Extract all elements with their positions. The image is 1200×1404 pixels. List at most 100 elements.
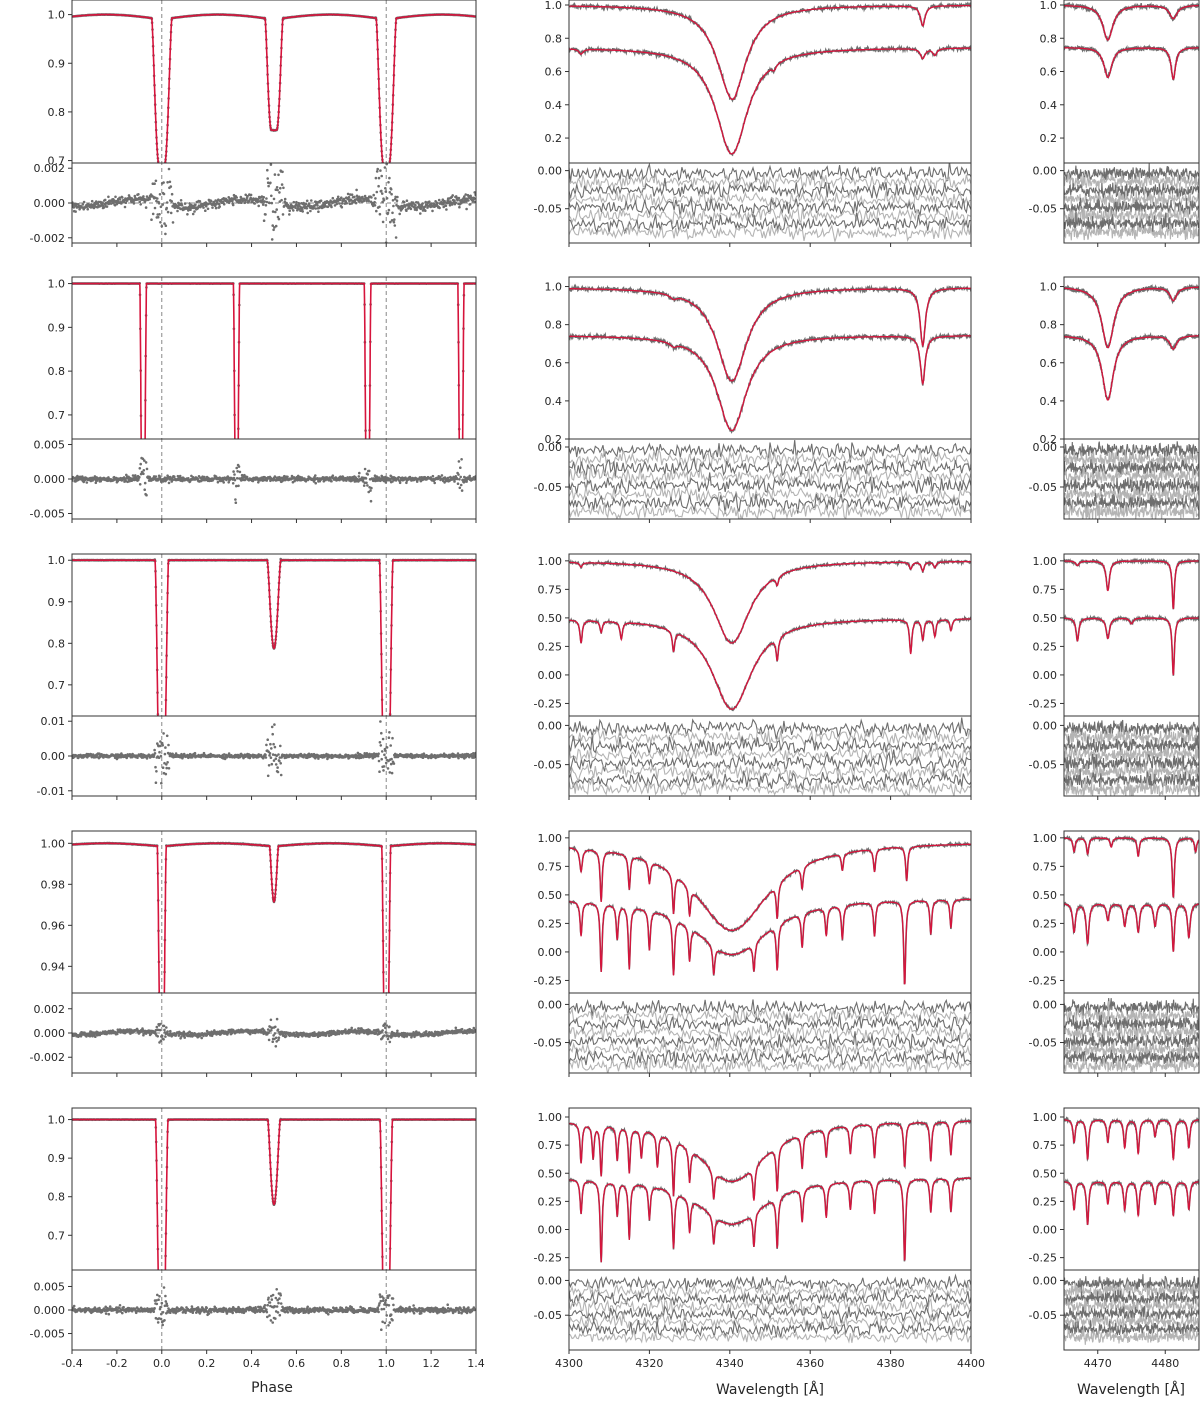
residual-trace <box>1064 1001 1199 1026</box>
residual-trace <box>569 1005 971 1025</box>
residual-trace <box>569 749 971 773</box>
model-spectrum-1 <box>1064 837 1199 898</box>
residual-trace <box>1064 1281 1199 1300</box>
spectrum-he-residual-area <box>1064 163 1199 241</box>
residual-y-tick-label: 0.00 <box>538 719 563 732</box>
spectrum-h-gamma-axes-frame <box>568 553 972 717</box>
residual-trace <box>1064 728 1199 747</box>
residual-y-tick-label: 0.000 <box>34 197 66 210</box>
spectrum-h-gamma-plot-area <box>569 283 971 434</box>
spectrum-y-tick-label: -0.25 <box>1029 1252 1057 1265</box>
flux-y-tick-label: 0.8 <box>48 1191 66 1204</box>
residual-trace <box>569 1327 971 1344</box>
spectrum-y-tick-label: 0.4 <box>545 395 563 408</box>
residual-y-tick-label: -0.05 <box>534 481 562 494</box>
residual-trace <box>569 1024 971 1045</box>
residual-y-tick-label: 0.000 <box>34 1027 66 1040</box>
observed-spectrum-2 <box>1064 43 1199 81</box>
spectrum-y-tick-label: 0.00 <box>1033 1224 1058 1237</box>
residual-y-tick-label: -0.005 <box>30 1328 65 1341</box>
residual-trace <box>569 484 971 506</box>
residual-y-tick-label: 0.005 <box>34 1280 66 1293</box>
residual-y-tick-label: 0.00 <box>538 998 563 1011</box>
residual-data-points <box>72 1017 476 1048</box>
spectrum-he-residual-area <box>1064 1274 1199 1345</box>
phase-x-tick-label: 1.4 <box>467 1357 485 1370</box>
light-curve-plot-area <box>72 841 476 993</box>
residual-trace <box>1064 762 1199 783</box>
light-curve-panel-row-1: 0.7 0.8 0.9 1.0 -0.002 0.000 0.002 <box>30 0 477 247</box>
residual-y-tick-label: -0.05 <box>1029 481 1057 494</box>
flux-y-tick-label: 1.00 <box>41 837 66 850</box>
residual-trace <box>569 463 971 488</box>
spectrum-h-gamma-axes-frame <box>568 276 972 440</box>
x-axis-label-wavelength-right: Wavelength [Å] <box>1077 1381 1185 1398</box>
spectrum-h-gamma-residual-frame <box>568 992 972 1074</box>
spectrum-h-gamma-axes-frame <box>568 1107 972 1271</box>
wavelength-x-tick-label: 4320 <box>635 1357 663 1370</box>
residual-trace <box>1064 1041 1199 1060</box>
spectrum-y-tick-label: 0.4 <box>1040 99 1058 112</box>
residual-trace <box>569 726 971 747</box>
residual-plot-area <box>72 720 476 785</box>
spectrum-y-tick-label: 0.00 <box>538 1224 563 1237</box>
residual-y-tick-label: -0.05 <box>1029 203 1057 216</box>
residual-data-points <box>72 720 476 785</box>
observed-spectrum-2 <box>569 331 971 434</box>
spectrum-he-panel-row-4: -0.25 0.00 0.25 0.50 0.75 1.00 0.00 -0.05 <box>1029 830 1200 1077</box>
spectrum-he-residual-area <box>1064 441 1199 519</box>
residual-y-tick-label: -0.005 <box>30 507 65 520</box>
flux-y-tick-label: 0.94 <box>41 960 66 973</box>
spectrum-y-tick-label: 1.00 <box>538 555 563 568</box>
wavelength-x-tick-label: 4360 <box>796 1357 824 1370</box>
residual-trace <box>569 170 971 193</box>
residual-trace <box>569 221 971 242</box>
observed-spectrum-2 <box>1064 332 1199 401</box>
light-curve-data-points <box>72 841 476 993</box>
model-spectrum-1 <box>569 843 971 931</box>
spectrum-y-tick-label: 1.0 <box>545 0 563 12</box>
residual-y-tick-label: 0.00 <box>1033 441 1058 454</box>
spectrum-he-panel-row-3: -0.25 0.00 0.25 0.50 0.75 1.00 0.00 -0.05 <box>1029 553 1200 800</box>
residual-trace <box>569 1311 971 1330</box>
flux-y-tick-label: 0.8 <box>48 365 66 378</box>
residual-y-tick-label: 0.00 <box>538 1274 563 1287</box>
residual-trace <box>1064 1274 1199 1293</box>
flux-y-tick-label: 1.0 <box>48 554 66 567</box>
spectrum-h-gamma-panel-row-2: 0.2 0.4 0.6 0.8 1.0 0.00 -0.05 <box>534 276 972 523</box>
x-axis-label-phase: Phase <box>251 1380 293 1396</box>
observed-spectrum-2 <box>569 896 971 985</box>
spectrum-he-axes-frame <box>1063 0 1200 164</box>
residual-trace <box>569 1304 971 1324</box>
light-curve-panel-row-4: 0.94 0.96 0.98 1.00 -0.002 0.000 0.002 <box>30 830 477 1077</box>
light-curve-data-points <box>72 282 476 432</box>
residual-y-tick-label: -0.05 <box>1029 1309 1057 1322</box>
spectrum-he-plot-area <box>1064 834 1199 952</box>
residual-trace <box>569 1281 971 1300</box>
residual-trace <box>1064 744 1199 764</box>
observed-spectrum-1 <box>569 557 971 645</box>
spectrum-y-tick-label: 0.6 <box>1040 357 1058 370</box>
wavelength-x-tick-label: 4380 <box>877 1357 905 1370</box>
spectrum-y-tick-label: -0.25 <box>534 697 562 710</box>
residual-y-tick-label: 0.00 <box>538 165 563 178</box>
spectrum-he-panel-row-5: -0.25 0.00 0.25 0.50 0.75 1.00 0.00 -0.05 4470 44… <box>1029 1107 1200 1370</box>
residual-y-tick-label: 0.00 <box>1033 165 1058 178</box>
model-spectrum-1 <box>1064 286 1199 349</box>
spectrum-y-tick-label: 0.25 <box>1033 917 1058 930</box>
spectrum-y-tick-label: 0.75 <box>538 583 563 596</box>
spectrum-y-tick-label: 0.75 <box>1033 1139 1058 1152</box>
flux-y-tick-label: 0.7 <box>48 1229 66 1242</box>
residual-trace <box>569 492 971 514</box>
wavelength-x-tick-label: 4340 <box>716 1357 744 1370</box>
spectrum-he-panel-row-1: 0.2 0.4 0.6 0.8 1.0 0.00 -0.05 <box>1029 0 1200 247</box>
spectrum-y-tick-label: -0.25 <box>534 1252 562 1265</box>
observed-spectrum-2 <box>569 615 971 712</box>
spectrum-y-tick-label: 0.2 <box>545 132 563 145</box>
residual-trace <box>569 196 971 218</box>
wavelength-x-tick-label: 4470 <box>1084 1357 1112 1370</box>
light-curve-axes-frame <box>71 1107 477 1271</box>
residual-trace <box>569 163 971 183</box>
residual-trace <box>1064 466 1199 486</box>
spectrum-h-gamma-plot-area <box>569 0 971 157</box>
